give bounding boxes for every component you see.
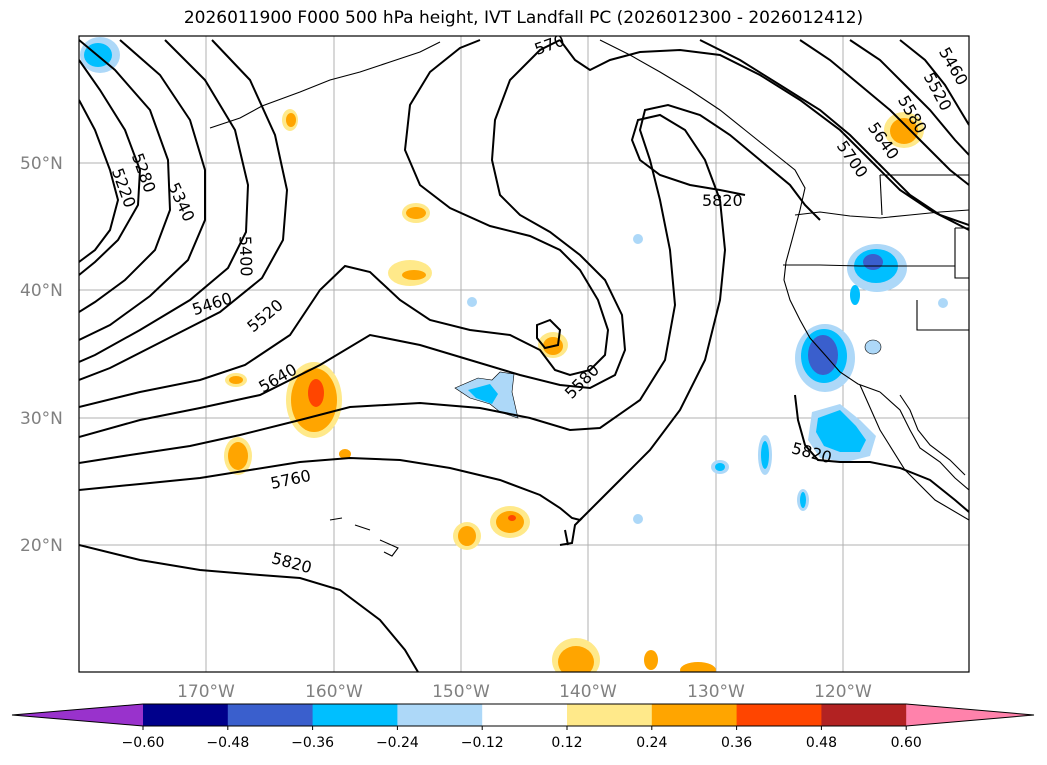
latitude-labels: 50°N 40°N 30°N 20°N xyxy=(20,154,63,556)
lon-label: 170°W xyxy=(177,682,235,702)
colorbar-box xyxy=(736,704,822,726)
colorbar-tick-label: 0.48 xyxy=(806,735,837,751)
longitude-labels: 170°W 160°W 150°W 140°W 130°W 120°W xyxy=(177,682,872,702)
height-contours xyxy=(79,39,969,672)
colorbar-tick-label: −0.48 xyxy=(206,735,249,751)
ivt-negative-shading xyxy=(80,37,948,524)
colorbar: −0.60 −0.48 −0.36 −0.24 −0.12 0.12 0.24 0.36 0.4… xyxy=(11,703,1035,751)
coastlines xyxy=(209,39,969,557)
map-frame xyxy=(78,35,970,673)
lat-label: 40°N xyxy=(20,281,63,301)
colorbar-box xyxy=(227,704,314,726)
lon-label: 150°W xyxy=(432,682,490,702)
colorbar-tick-label: 0.24 xyxy=(636,735,667,751)
colorbar-extend-right xyxy=(906,704,1034,726)
lat-label: 50°N xyxy=(20,154,63,174)
lat-label: 20°N xyxy=(20,536,63,556)
colorbar-tick-label: 0.36 xyxy=(721,735,752,751)
lon-label: 130°W xyxy=(687,682,745,702)
map-title: 2026011900 F000 500 hPa height, IVT Land… xyxy=(183,8,864,28)
colorbar-box xyxy=(482,704,568,726)
colorbar-tick-label: −0.24 xyxy=(376,735,419,751)
colorbar-box xyxy=(143,704,229,726)
colorbar-tick-label: −0.12 xyxy=(461,735,504,751)
colorbar-box xyxy=(397,704,483,726)
colorbar-box xyxy=(567,704,653,726)
colorbar-box xyxy=(821,704,907,726)
colorbar-tick-label: 0.12 xyxy=(551,735,582,751)
colorbar-tick-label: −0.60 xyxy=(122,735,165,751)
lat-label: 30°N xyxy=(20,409,63,429)
colorbar-tick-label: 0.60 xyxy=(891,735,922,751)
colorbar-box xyxy=(651,704,738,726)
lon-label: 140°W xyxy=(559,682,617,702)
colorbar-extend-left xyxy=(12,704,143,726)
lon-label: 120°W xyxy=(814,682,872,702)
contour-label: 5400 xyxy=(236,235,256,276)
contour-label: 5820 xyxy=(702,191,743,210)
colorbar-box xyxy=(312,704,398,726)
lon-label: 160°W xyxy=(305,682,363,702)
colorbar-tick-label: −0.36 xyxy=(291,735,334,751)
